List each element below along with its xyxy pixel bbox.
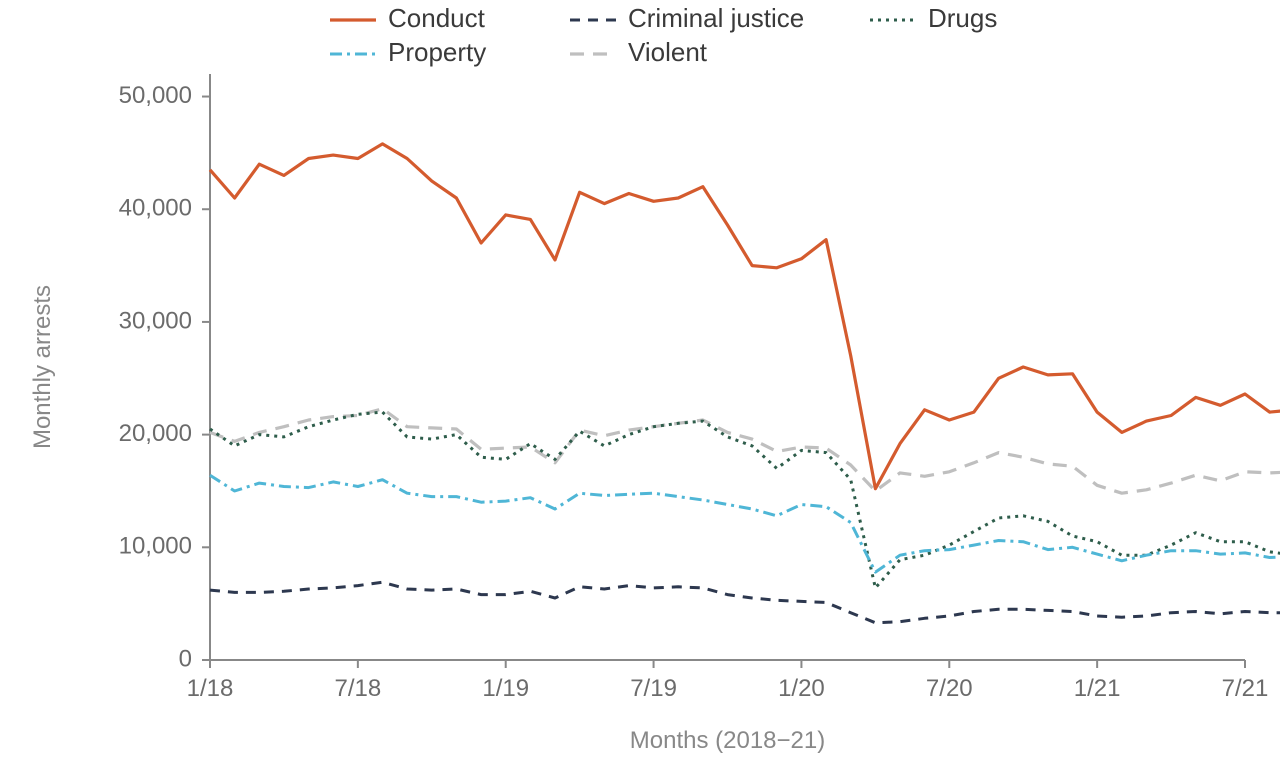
y-tick-label: 20,000 (119, 420, 192, 447)
y-tick-label: 50,000 (119, 82, 192, 109)
x-tick-label: 7/21 (1222, 675, 1269, 702)
x-tick-label: 1/20 (778, 675, 825, 702)
x-axis-label: Months (2018−21) (630, 727, 825, 754)
x-tick-label: 7/18 (334, 675, 381, 702)
y-tick-label: 10,000 (119, 533, 192, 560)
legend-label: Property (388, 37, 486, 67)
x-tick-label: 1/19 (482, 675, 529, 702)
line-chart: 0 10,000 20,000 30,000 40,000 50,000 1/18 7/18 1… (0, 0, 1280, 760)
legend-label: Violent (628, 37, 708, 67)
y-axis-label: Monthly arrests (29, 285, 56, 449)
x-tick-label: 7/20 (926, 675, 973, 702)
y-tick-label: 40,000 (119, 195, 192, 222)
x-tick-label: 7/19 (630, 675, 677, 702)
legend-label: Conduct (388, 3, 486, 33)
y-tick-label: 0 (179, 645, 192, 672)
y-tick-label: 30,000 (119, 307, 192, 334)
chart-svg: 0 10,000 20,000 30,000 40,000 50,000 1/18 7/18 1… (0, 0, 1280, 760)
x-tick-label: 1/21 (1074, 675, 1121, 702)
x-tick-label: 1/18 (187, 675, 234, 702)
legend-label: Drugs (928, 3, 997, 33)
legend-label: Criminal justice (628, 3, 804, 33)
